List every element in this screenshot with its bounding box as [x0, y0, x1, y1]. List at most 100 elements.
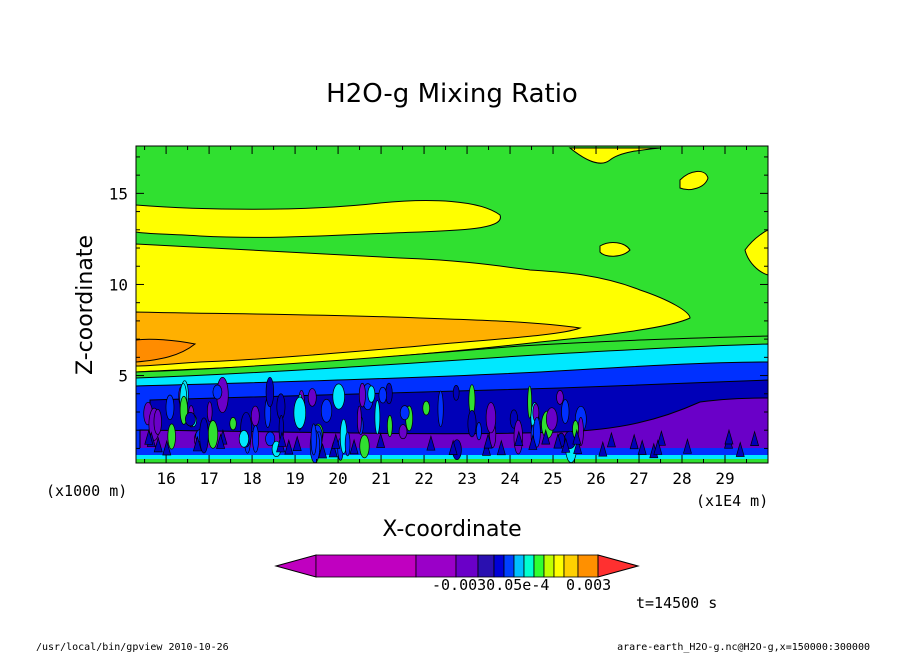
x-tick-label: 25	[543, 469, 562, 488]
surface-spike	[561, 437, 571, 453]
y-axis: 5 10 15	[109, 156, 768, 449]
turbulence-blob	[358, 382, 366, 408]
x-tick-label: 24	[500, 469, 519, 488]
surface-spike	[735, 441, 745, 457]
surface-spike	[448, 439, 458, 455]
turbulence-blob	[206, 401, 213, 423]
surface-spike	[629, 433, 639, 450]
plot-frame	[135, 145, 769, 464]
colorbar-swatch	[533, 554, 545, 578]
turbulence-blob	[250, 405, 260, 427]
colorbar-right-arrow	[597, 554, 640, 578]
turbulence-blob	[165, 394, 175, 421]
colorbar-swatch	[513, 554, 525, 578]
y-tick-label: 5	[118, 367, 128, 386]
y-axis-label: Z-coordinate	[73, 235, 98, 375]
surface-spike	[656, 430, 666, 446]
turbulence-blob	[307, 388, 317, 407]
surface-spike	[153, 436, 163, 453]
band-orange	[136, 311, 582, 367]
turbulence-blob	[229, 417, 237, 431]
colorbar-swatch	[415, 554, 457, 578]
colorbar-swatch	[477, 554, 495, 578]
surface-spike	[637, 439, 647, 455]
band-yellow-patch-1	[568, 147, 661, 164]
turbulence-blob	[212, 384, 223, 400]
band-yellow-upper	[136, 200, 501, 238]
footer-left: /usr/local/bin/gpview 2010-10-26	[36, 642, 229, 653]
surface-spike	[426, 434, 436, 451]
surface-spike	[483, 432, 493, 449]
chart-title: H2O-g Mixing Ratio	[326, 79, 578, 109]
turbulence-blob	[476, 422, 482, 441]
band-yellow-patch-4	[744, 229, 768, 276]
colorbar	[274, 554, 640, 578]
turbulence-blob	[252, 425, 259, 453]
turbulence-blob	[265, 376, 275, 408]
x-tick-label: 29	[715, 469, 734, 488]
x-tick-label: 28	[672, 469, 691, 488]
x-unit-label: (x1E4 m)	[696, 492, 768, 510]
turbulence-blob	[527, 385, 533, 419]
turbulence-blob	[556, 390, 564, 405]
y-tick-label: 15	[109, 184, 128, 203]
x-tick-label: 16	[156, 469, 175, 488]
x-axis: 16 17 18 19 20 21 22 23 24 25 26 27 28 29	[144, 146, 748, 488]
turbulence-blob	[485, 402, 497, 434]
y-unit-label: (x1000 m)	[46, 482, 127, 500]
x-tick-label: 26	[586, 469, 605, 488]
time-label: t=14500 s	[636, 594, 717, 612]
turbulence-blob	[167, 423, 176, 450]
surface-spike	[328, 441, 338, 458]
colorbar-swatch	[503, 554, 515, 578]
surface-spike	[553, 432, 563, 449]
x-tick-label: 18	[242, 469, 261, 488]
turbulence-blob	[153, 408, 162, 435]
surface-spike	[349, 438, 359, 455]
turbulence-blob	[199, 417, 209, 454]
colorbar-swatch	[493, 554, 505, 578]
surface-spike	[724, 428, 734, 445]
surface-spike	[284, 438, 294, 455]
surface-spike	[606, 431, 616, 448]
turbulence-blob	[398, 424, 408, 440]
turbulence-blob	[332, 383, 345, 410]
surface-spike	[292, 435, 302, 451]
turbulence-blob	[422, 400, 431, 416]
colorbar-swatch	[543, 554, 555, 578]
turbulence-blob	[344, 431, 351, 457]
surface-spike	[682, 438, 692, 454]
turbulence-blob	[378, 386, 387, 404]
band-yellow-patch-2	[679, 171, 709, 191]
turbulence-blob	[386, 414, 393, 438]
plot-area	[136, 146, 768, 463]
turbulence-blob	[467, 409, 477, 438]
footer-right: arare-earth_H2O-g.nc@H2O-g,x=150000:3000…	[617, 642, 870, 653]
surface-spike	[144, 429, 154, 445]
colorbar-swatch	[577, 554, 599, 578]
surface-spike	[573, 438, 583, 455]
colorbar-swatch	[455, 554, 479, 578]
surface-spike	[541, 428, 551, 445]
surface-spike	[496, 439, 506, 456]
colorbar-swatch	[523, 554, 535, 578]
band-orange-dark	[136, 338, 197, 363]
colorbar-left-arrow	[274, 554, 317, 578]
turbulence-blob	[356, 405, 362, 434]
turbulence-blob	[238, 430, 250, 448]
turbulence-blob	[359, 434, 370, 459]
surface-spike	[572, 428, 582, 445]
x-tick-label: 23	[457, 469, 476, 488]
turbulence-blob	[437, 390, 444, 428]
turbulence-blob	[265, 431, 276, 447]
colorbar-label-left: -0.0030.05e-4	[432, 576, 549, 594]
band-yellow-patch-3	[599, 242, 631, 257]
x-tick-label: 21	[371, 469, 390, 488]
surface-spike	[528, 434, 538, 450]
surface-spike	[750, 430, 760, 446]
surface-spike	[277, 431, 287, 447]
surface-spike	[376, 432, 386, 448]
colorbar-swatch	[315, 554, 417, 578]
x-tick-label: 22	[414, 469, 433, 488]
